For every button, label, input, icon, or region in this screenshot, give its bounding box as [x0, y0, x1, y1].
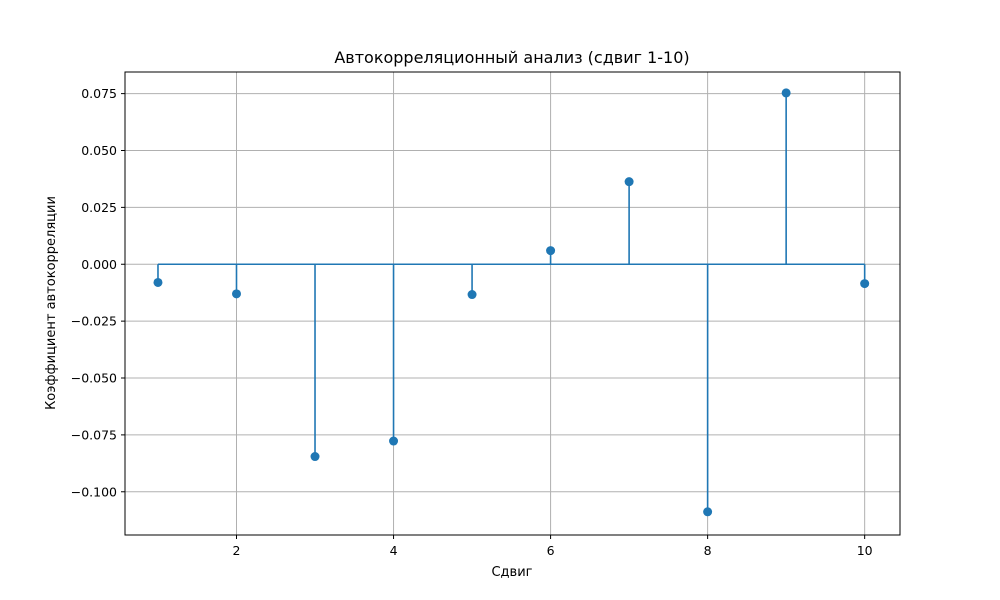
x-tick-label: 4 — [390, 543, 398, 558]
y-tick-label: −0.050 — [71, 371, 117, 386]
stem-marker — [231, 289, 241, 299]
x-tick-label: 2 — [233, 543, 241, 558]
x-axis-label: Сдвиг — [491, 565, 532, 580]
stem-marker — [467, 290, 477, 300]
x-tick-label: 10 — [857, 543, 873, 558]
stem-marker — [624, 177, 634, 187]
y-tick-label: −0.075 — [71, 427, 117, 442]
y-axis-label: Коэффициент автокорреляции — [44, 196, 59, 410]
stem-marker — [781, 88, 791, 98]
stem-marker — [703, 507, 713, 517]
tick-layer: 2 4 6 8 10 −0.100 −0.075 −0.050 −0.025 0.000 0.025… — [71, 86, 873, 558]
chart-title: Автокорреляционный анализ (сдвиг 1-10) — [334, 48, 689, 67]
stem-marker — [860, 279, 870, 289]
plot-frame — [124, 71, 901, 536]
y-tick-label: 0.075 — [81, 86, 117, 101]
y-tick-label: 0.025 — [81, 200, 117, 215]
stem-marker — [546, 246, 556, 256]
y-tick-label: 0.050 — [81, 143, 117, 158]
stem-marker — [389, 436, 399, 446]
x-tick-label: 8 — [704, 543, 712, 558]
stem-layer — [153, 88, 870, 517]
stem-marker — [310, 452, 320, 462]
grid-layer — [125, 72, 900, 535]
x-tick-label: 6 — [547, 543, 555, 558]
y-tick-label: 0.000 — [81, 257, 117, 272]
y-tick-label: −0.100 — [71, 484, 117, 499]
y-tick-label: −0.025 — [71, 314, 117, 329]
stem-marker — [153, 277, 163, 287]
